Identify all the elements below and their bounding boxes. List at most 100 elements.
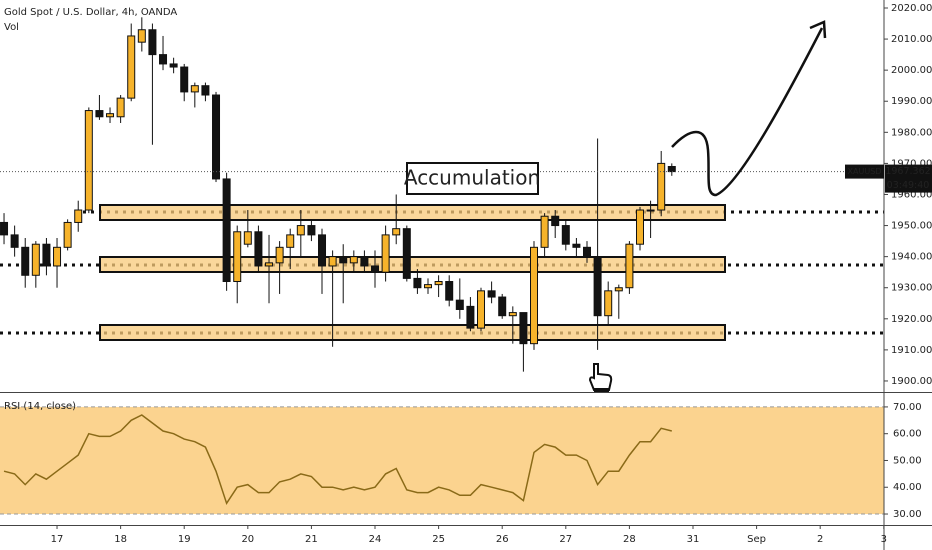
- rsi-band: [0, 406, 884, 515]
- candle-body: [233, 231, 242, 283]
- candle-body: [455, 299, 464, 310]
- candle-body: [0, 221, 9, 236]
- y-tick-label: 1920.000: [891, 314, 932, 325]
- candle-body: [339, 256, 348, 264]
- candle-body: [487, 290, 496, 298]
- rsi-line: [3, 414, 672, 506]
- y-tick-label: 2000.000: [891, 65, 932, 76]
- y-tick-label: 1930.000: [891, 283, 932, 294]
- y-tick-label: 1940.000: [891, 252, 932, 263]
- candle-body: [53, 246, 62, 267]
- candle-body: [657, 162, 666, 211]
- x-tick-label: 18: [114, 534, 127, 545]
- x-tick-label: 3: [881, 534, 887, 545]
- y-tick-label: 1970.000: [891, 158, 932, 169]
- candle-body: [148, 29, 157, 56]
- x-tick-label: 31: [687, 534, 700, 545]
- candle-body: [63, 221, 72, 248]
- candle-body: [392, 228, 401, 236]
- candle-body: [530, 246, 539, 345]
- x-tick-label: 24: [369, 534, 382, 545]
- x-tick-label: 19: [178, 534, 191, 545]
- x-tick-label: 26: [496, 534, 509, 545]
- candle-body: [477, 290, 486, 329]
- hand-cuff: [594, 388, 609, 393]
- candle-body: [625, 243, 634, 289]
- forecast-arrow: [671, 27, 824, 197]
- candle-body: [635, 209, 644, 245]
- candle-body: [201, 85, 210, 96]
- candle-body: [445, 281, 454, 301]
- candle-body: [169, 63, 178, 68]
- candle-body: [413, 277, 422, 289]
- candle-body: [180, 66, 189, 93]
- candle-body: [275, 246, 284, 264]
- price-box: [885, 164, 932, 193]
- candle-body: [371, 265, 380, 273]
- candle-body: [42, 243, 51, 267]
- candles: [0, 17, 884, 506]
- candle-body: [116, 97, 125, 118]
- candle-body: [508, 312, 517, 317]
- volume-label: Vol: [4, 22, 19, 33]
- candle-body: [434, 281, 443, 286]
- y-tick-label: 2020.000: [891, 3, 932, 14]
- hand-icon: [588, 363, 613, 393]
- rsi-y-tick-label: 30.00: [893, 509, 922, 520]
- candle-body: [254, 231, 263, 267]
- candle-body: [318, 234, 327, 267]
- candle-body: [466, 305, 475, 329]
- candle-body: [614, 287, 623, 292]
- rsi-y-tick-label: 40.00: [893, 482, 922, 493]
- candle-body: [222, 178, 231, 283]
- candle-body: [74, 209, 83, 223]
- symbol-box: [845, 164, 884, 179]
- rsi-y-tick-label: 60.00: [893, 429, 922, 440]
- candle-body: [583, 246, 592, 258]
- zone: [99, 204, 726, 221]
- candle-body: [106, 113, 115, 118]
- candle-body: [296, 225, 305, 236]
- y-tick-label: 1900.000: [891, 376, 932, 387]
- y-tick-label: 1990.000: [891, 96, 932, 107]
- candle-body: [572, 243, 581, 248]
- candle-body: [286, 234, 295, 248]
- symbol-label: XAUUSD: [848, 167, 882, 176]
- candle-body: [540, 215, 549, 248]
- drawings-top: Accumulation: [404, 20, 827, 393]
- candle-body: [519, 312, 528, 345]
- countdown-label: 03:49:40: [887, 180, 930, 191]
- zone: [99, 324, 726, 341]
- candle-body: [667, 166, 676, 173]
- y-tick-label: 1980.000: [891, 127, 932, 138]
- rsi-title: RSI (14, close): [4, 401, 76, 412]
- candle-body: [10, 234, 19, 248]
- chart-title: Gold Spot / U.S. Dollar, 4h, OANDA: [4, 7, 177, 18]
- candle-body: [561, 225, 570, 245]
- y-tick-label: 1950.000: [891, 221, 932, 232]
- candle-body: [95, 110, 104, 118]
- x-tick-label: 25: [432, 534, 445, 545]
- arrow-head: [809, 20, 827, 39]
- candle-body: [212, 94, 221, 180]
- x-tick-label: 20: [241, 534, 254, 545]
- x-tick-label: 27: [559, 534, 572, 545]
- candle-body: [243, 231, 252, 245]
- candle-body: [159, 54, 168, 65]
- annotation: Accumulation: [404, 166, 540, 190]
- x-tick-label: 28: [623, 534, 636, 545]
- candle-body: [84, 110, 93, 211]
- rsi-y-tick-label: 50.00: [893, 455, 922, 466]
- candle-body: [137, 29, 146, 43]
- candle-body: [593, 256, 602, 317]
- axes: 1900.0001910.0001920.0001930.0001940.000…: [51, 3, 932, 545]
- last-price-label: 1967.362: [885, 166, 930, 177]
- rsi-y-tick-label: 70.00: [893, 402, 922, 413]
- candle-body: [127, 35, 136, 99]
- candle-body: [381, 234, 390, 273]
- y-tick-label: 1960.000: [891, 189, 932, 200]
- x-tick-label: 2: [817, 534, 823, 545]
- x-tick-label: Sep: [747, 534, 766, 545]
- x-tick-label: 17: [51, 534, 64, 545]
